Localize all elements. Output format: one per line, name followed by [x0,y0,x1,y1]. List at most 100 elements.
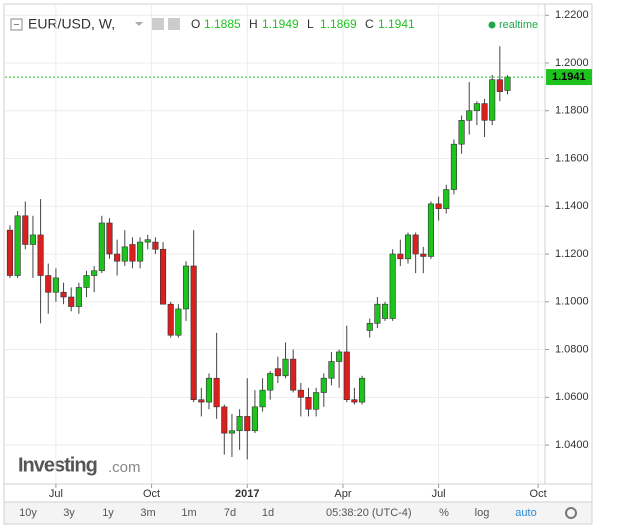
candle-body [458,119,465,145]
candle-body [37,234,44,276]
x-tick-label: Oct [530,488,547,500]
option-button[interactable]: % [439,507,449,519]
y-tick-label: 1.2000 [555,57,589,69]
candle-body [473,103,480,112]
candle-body [22,215,29,245]
candle-body [129,244,136,262]
option-button[interactable]: log [475,507,490,519]
candle-body [427,203,435,257]
range-button[interactable]: 1y [102,507,114,519]
candle-body [328,361,335,379]
candle-body [351,399,358,403]
candle-body [198,399,205,403]
y-tick-label: 1.1400 [555,200,589,212]
candle-body [106,222,113,255]
settings-icon[interactable] [152,18,164,30]
candle-body [297,389,304,398]
x-tick-label: Oct [143,488,160,500]
x-tick-label: Jul [49,488,63,500]
candle-body [336,351,343,362]
option-button[interactable]: auto [515,507,536,519]
range-button[interactable]: 1d [262,507,274,519]
candle-body [320,377,327,393]
candle-body [152,241,159,250]
candle-body [60,291,67,298]
candle-body [259,389,266,408]
candle-body [14,215,21,276]
range-button[interactable]: 7d [224,507,236,519]
candle-body [443,189,450,209]
ohlc-value: 1.1869 [320,17,357,31]
candle-body [274,368,281,377]
candle-body [228,430,236,434]
chart-frame [3,3,593,525]
candle-body [114,253,121,262]
logo-name: Investing [18,454,97,476]
candle-body [366,322,373,331]
x-tick-label: Apr [334,488,351,500]
y-tick-label: 1.0400 [555,439,589,451]
candle-body [420,253,427,257]
candle-body [83,275,90,288]
candle-body [137,241,144,262]
candle-body [313,392,320,410]
candle-body [6,229,14,276]
y-tick-label: 1.1600 [555,152,589,164]
candle-body [359,377,366,403]
ohlc-key: C [365,17,374,31]
candle-body [175,308,182,336]
ohlc-key: O [191,17,200,31]
dropdown-icon[interactable] [135,22,143,26]
candle-body [412,234,419,255]
logo-suffix: .com [108,459,141,476]
gear-icon[interactable] [565,507,577,519]
status-dot [488,21,496,29]
ohlc-key: H [249,17,258,31]
range-button[interactable]: 3m [140,507,155,519]
candle-body [496,79,503,92]
range-button[interactable]: 10y [19,507,37,519]
candle-body [121,246,128,262]
candle-body [381,303,389,319]
range-button[interactable]: 3y [63,507,75,519]
symbol: EUR/USD, W, [28,16,115,32]
candle-body [213,377,220,408]
candle-body [305,397,312,410]
candle-body [282,358,289,377]
ohlc-value: 1.1949 [262,17,299,31]
last-price-tag [546,69,592,86]
candle-body [75,287,82,307]
candle-body [190,265,197,401]
candle-body [481,103,488,121]
candle-body [236,416,243,432]
candle-body [91,270,98,276]
candle-body [466,110,473,121]
candle-body [290,358,297,391]
candle-body [374,303,381,324]
candle-body [404,234,412,260]
candle-body [435,203,442,209]
y-tick-label: 1.0600 [555,391,589,403]
compare-icon[interactable] [168,18,180,30]
candle-body [144,239,151,243]
candle-body [98,222,105,272]
candle-body [29,234,36,245]
x-tick-label: Jul [432,488,446,500]
candle-body [160,248,167,305]
ohlc-value: 1.1941 [378,17,415,31]
candle-body [504,76,511,91]
candle-body [68,296,75,307]
candle-body [343,351,350,401]
toolbar [3,501,593,525]
ohlc-value: 1.1885 [204,17,241,31]
candle-body [182,265,190,310]
y-tick-label: 1.1800 [555,105,589,117]
candle-body [52,277,59,293]
candle-body [205,377,213,403]
y-tick-label: 1.2200 [555,9,589,21]
candle-body [397,253,404,260]
range-button[interactable]: 1m [181,507,196,519]
status: realtime [499,19,538,31]
candle-body [167,303,174,336]
